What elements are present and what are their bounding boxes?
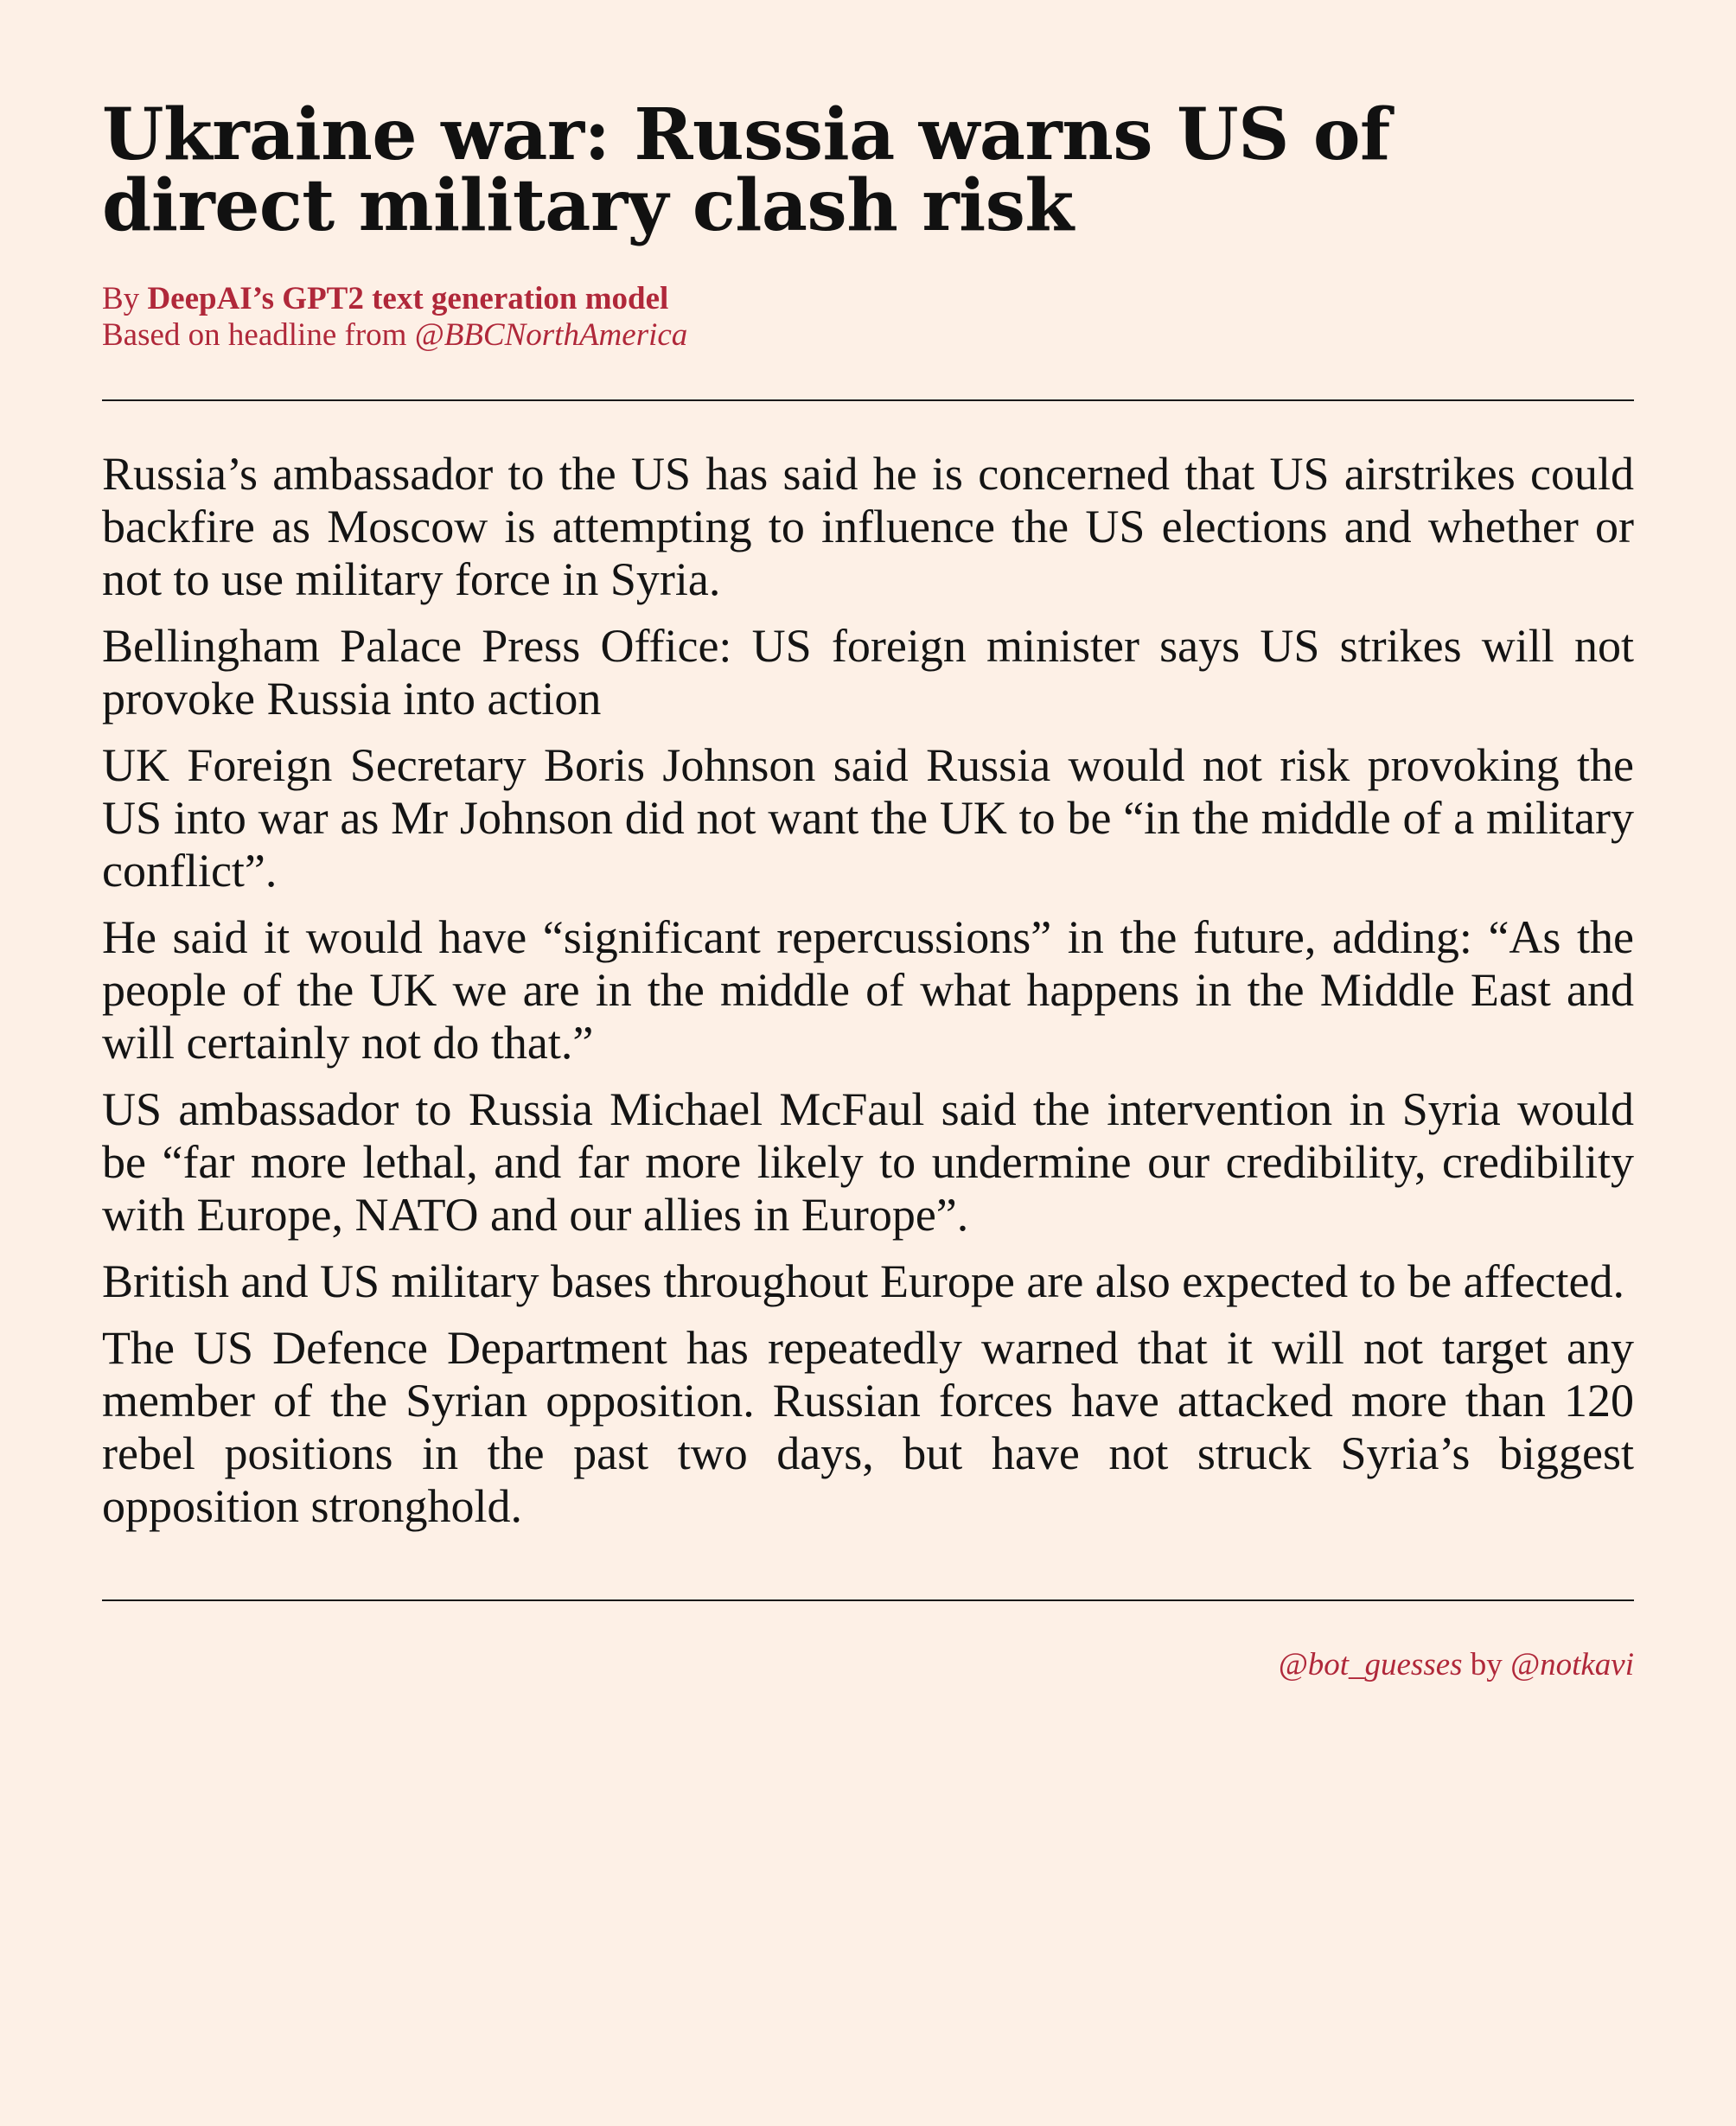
article-paragraph: Russia’s ambassador to the US has said h… [102, 448, 1634, 605]
article-paragraph: US ambassador to Russia Michael McFaul s… [102, 1083, 1634, 1241]
footer-by: by [1470, 1647, 1503, 1682]
bottom-divider [102, 1599, 1634, 1601]
article-paragraph: British and US military bases throughout… [102, 1255, 1624, 1307]
author-handle-link[interactable]: @notkavi [1510, 1647, 1634, 1682]
article-paragraph: He said it would have “significant reper… [102, 911, 1634, 1069]
article-paragraph: UK Foreign Secretary Boris Johnson said … [102, 739, 1634, 897]
byline-based-on: Based on headline from [102, 317, 407, 353]
bot-handle-link[interactable]: @bot_guesses [1278, 1647, 1463, 1682]
byline-source-line: Based on headline from @BBCNorthAmerica [102, 317, 1634, 354]
top-divider [102, 399, 1634, 401]
byline: By DeepAI’s GPT2 text generation model B… [102, 281, 1634, 354]
byline-source: @BBCNorthAmerica [414, 317, 688, 353]
byline-author-line: By DeepAI’s GPT2 text generation model [102, 281, 1634, 317]
article-paragraph: Bellingham Palace Press Office: US forei… [102, 620, 1634, 725]
article-paragraph: The US Defence Department has repeatedly… [102, 1322, 1634, 1532]
article-page: Ukraine war: Russia warns US of direct m… [102, 99, 1634, 1683]
byline-prefix: By [102, 281, 140, 316]
byline-author: DeepAI’s GPT2 text generation model [147, 281, 669, 316]
footer-credit: @bot_guesses by @notkavi [102, 1647, 1634, 1683]
headline: Ukraine war: Russia warns US of direct m… [102, 93, 1390, 247]
article-body: Russia’s ambassador to the US has said h… [102, 448, 1634, 1533]
